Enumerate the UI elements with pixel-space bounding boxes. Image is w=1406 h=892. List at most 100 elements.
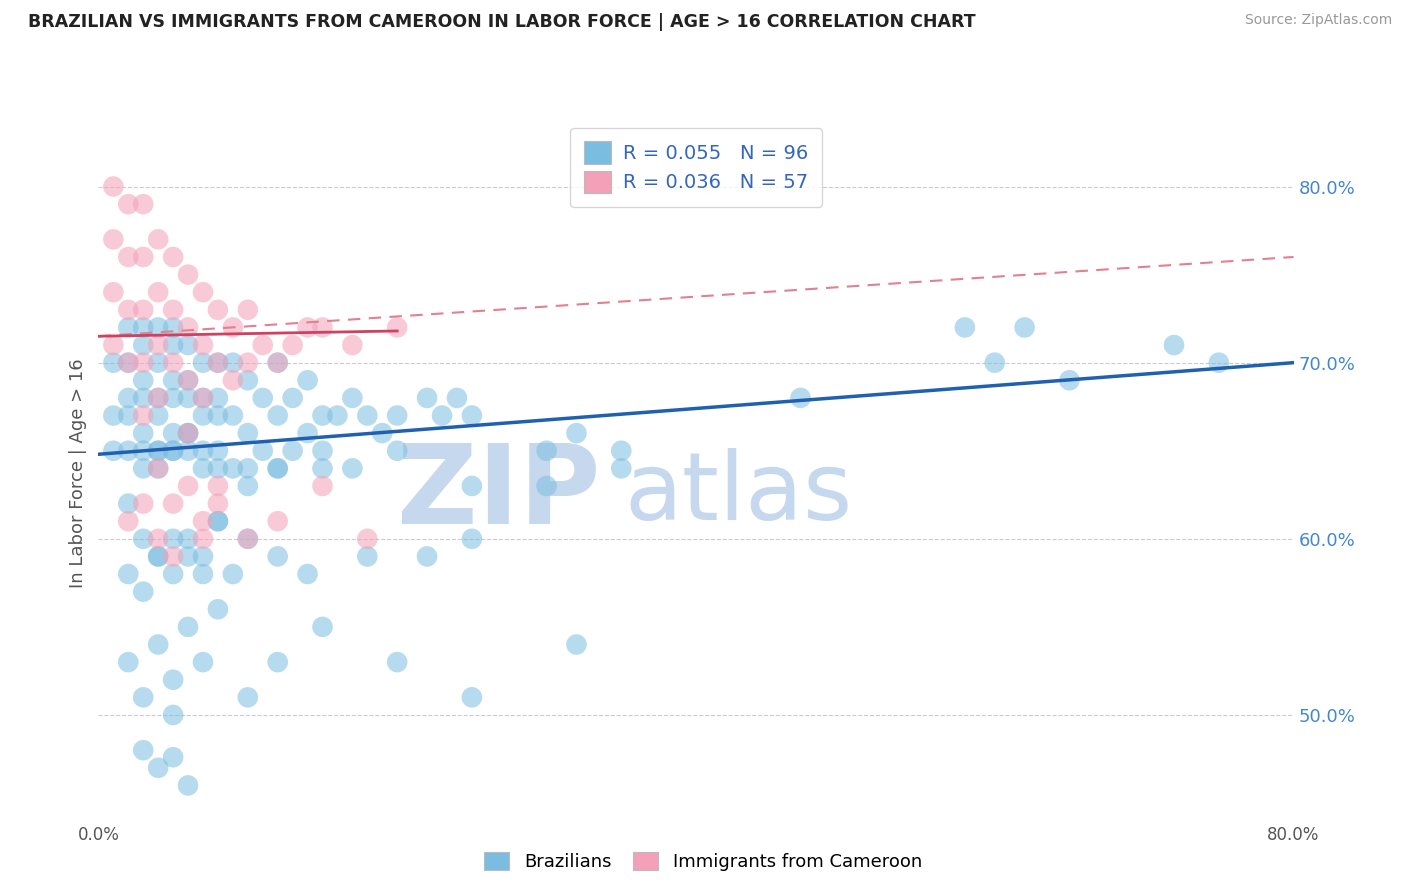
Point (177, 320, 200, 334)
Point (162, 426, 184, 441)
Point (177, 426, 200, 441)
Point (177, 620, 200, 634)
Point (148, 549, 170, 564)
Point (461, 690, 484, 705)
Point (191, 549, 214, 564)
Point (297, 426, 319, 441)
Point (236, 373, 259, 387)
Point (103, 338, 125, 352)
Point (416, 391, 439, 405)
Point (385, 655, 409, 669)
Point (162, 708, 184, 723)
Point (148, 443, 170, 458)
Point (236, 532, 259, 546)
Point (177, 479, 200, 493)
Point (297, 567, 319, 582)
Point (446, 391, 468, 405)
Point (342, 461, 364, 475)
Point (148, 443, 170, 458)
Point (222, 409, 245, 423)
Point (117, 567, 139, 582)
Point (236, 461, 259, 475)
Point (610, 461, 633, 475)
Point (252, 338, 274, 352)
Point (177, 532, 200, 546)
Point (311, 461, 333, 475)
Point (207, 443, 229, 458)
Point (162, 497, 184, 511)
Point (162, 443, 184, 458)
Point (207, 497, 229, 511)
Point (177, 426, 200, 441)
Point (252, 391, 274, 405)
Point (356, 549, 378, 564)
Point (236, 532, 259, 546)
Point (356, 532, 378, 546)
Point (789, 391, 811, 405)
Point (191, 514, 214, 528)
Point (103, 443, 125, 458)
Point (356, 409, 378, 423)
Point (311, 479, 333, 493)
Point (461, 479, 484, 493)
Text: Source: ZipAtlas.com: Source: ZipAtlas.com (1244, 13, 1392, 28)
Point (207, 479, 229, 493)
Point (132, 197, 155, 211)
Point (148, 761, 170, 775)
Text: atlas: atlas (624, 448, 852, 540)
Point (148, 391, 170, 405)
Point (461, 532, 484, 546)
Point (117, 391, 139, 405)
Point (177, 338, 200, 352)
Point (281, 443, 304, 458)
Point (117, 655, 139, 669)
Point (132, 391, 155, 405)
Point (162, 532, 184, 546)
Point (297, 373, 319, 387)
Point (132, 250, 155, 264)
Point (191, 391, 214, 405)
Point (536, 479, 558, 493)
Point (207, 391, 229, 405)
Point (148, 285, 170, 300)
Point (162, 750, 184, 764)
Point (162, 373, 184, 387)
Point (236, 302, 259, 317)
Point (117, 320, 139, 334)
Point (132, 426, 155, 441)
Point (103, 232, 125, 246)
Point (162, 673, 184, 687)
Point (281, 338, 304, 352)
Point (207, 514, 229, 528)
Point (267, 461, 290, 475)
Point (162, 356, 184, 370)
Point (461, 409, 484, 423)
Point (222, 356, 245, 370)
Point (1014, 320, 1036, 334)
Point (222, 567, 245, 582)
Point (117, 250, 139, 264)
Point (132, 497, 155, 511)
Point (132, 743, 155, 757)
Point (148, 320, 170, 334)
Point (1059, 373, 1081, 387)
Point (132, 356, 155, 370)
Point (252, 443, 274, 458)
Point (117, 356, 139, 370)
Point (207, 356, 229, 370)
Point (162, 320, 184, 334)
Legend: Brazilians, Immigrants from Cameroon: Brazilians, Immigrants from Cameroon (477, 845, 929, 879)
Point (191, 443, 214, 458)
Point (416, 549, 439, 564)
Point (207, 602, 229, 616)
Point (236, 356, 259, 370)
Point (267, 409, 290, 423)
Point (565, 638, 588, 652)
Point (191, 409, 214, 423)
Point (236, 426, 259, 441)
Point (148, 461, 170, 475)
Point (222, 461, 245, 475)
Point (342, 338, 364, 352)
Point (267, 549, 290, 564)
Point (267, 461, 290, 475)
